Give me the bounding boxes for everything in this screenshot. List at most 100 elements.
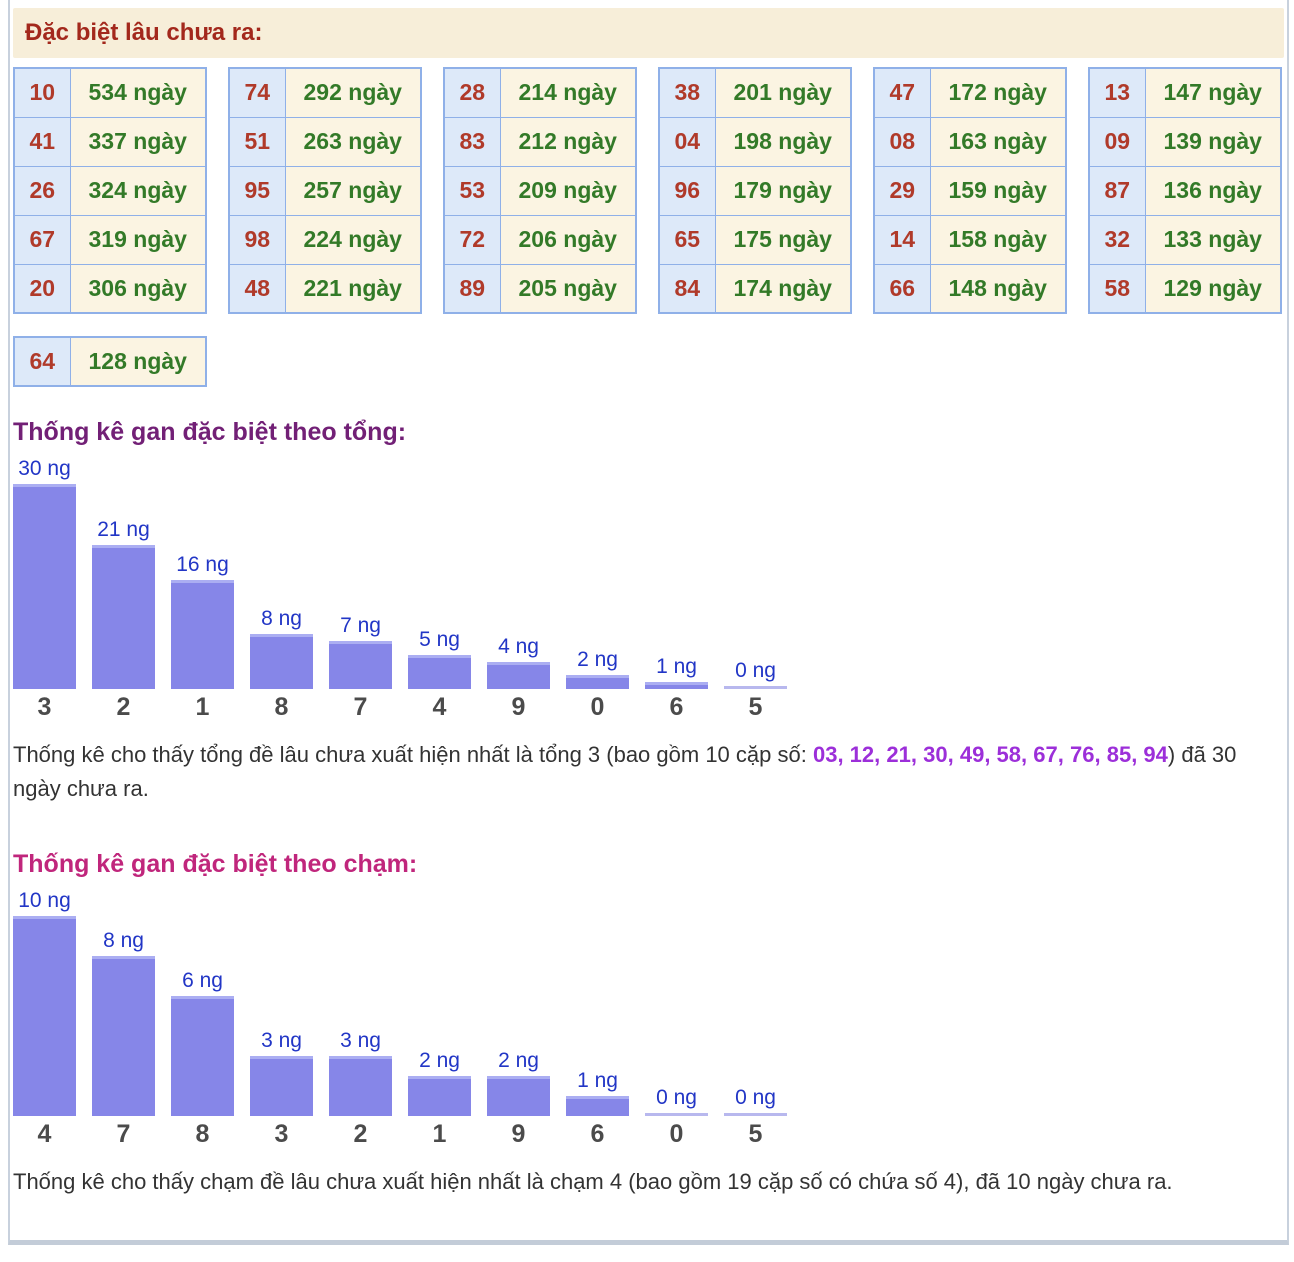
bar-value-label: 5 ng xyxy=(419,628,460,651)
bar-column: 3 ng 3 xyxy=(250,1029,313,1149)
bar-column: 7 ng 7 xyxy=(329,614,392,722)
gan-cell-number: 28 xyxy=(443,67,501,118)
gan-table-row: 48 221 ngày xyxy=(228,263,422,314)
gan-cell-number: 48 xyxy=(228,263,286,314)
bar-column: 3 ng 2 xyxy=(329,1029,392,1149)
gan-table-row: 53 209 ngày xyxy=(443,165,637,216)
bar-x-label: 4 xyxy=(432,693,447,721)
gan-cell-days: 224 ngày xyxy=(284,214,422,265)
bar xyxy=(487,1076,550,1116)
bar-column: 21 ng 2 xyxy=(92,518,155,722)
gan-cell-number: 10 xyxy=(13,67,71,118)
gan-cell-number: 66 xyxy=(873,263,931,314)
bar-value-label: 30 ng xyxy=(18,457,71,480)
bar xyxy=(566,675,629,689)
gan-cell-days: 534 ngày xyxy=(69,67,207,118)
bar-column: 8 ng 8 xyxy=(250,607,313,722)
pair-link[interactable]: 67 xyxy=(1033,742,1058,767)
bar-x-label: 2 xyxy=(116,693,131,721)
bar-column: 4 ng 9 xyxy=(487,635,550,722)
bar-x-label: 9 xyxy=(511,1120,526,1148)
bar-value-label: 7 ng xyxy=(340,614,381,637)
pair-link[interactable]: 30 xyxy=(923,742,948,767)
bar-column: 1 ng 6 xyxy=(645,655,708,722)
gan-table-row: 51 263 ngày xyxy=(228,116,422,167)
gan-cell-number: 09 xyxy=(1088,116,1146,167)
section-title: Đặc biệt lâu chưa ra: xyxy=(13,8,1284,58)
gan-cell-days: 139 ngày xyxy=(1144,116,1282,167)
bar xyxy=(171,580,234,689)
gan-tables-grid: 10 534 ngày 41 337 ngày 26 324 ngày 67 3… xyxy=(13,67,1284,314)
gan-cell-number: 72 xyxy=(443,214,501,265)
chart-title-cham: Thống kê gan đặc biệt theo chạm: xyxy=(13,850,418,878)
gan-table-row: 04 198 ngày xyxy=(658,116,852,167)
pair-link[interactable]: 21 xyxy=(886,742,911,767)
gan-cell-days: 212 ngày xyxy=(499,116,637,167)
gan-table: 28 214 ngày 83 212 ngày 53 209 ngày 72 2… xyxy=(443,67,637,314)
gan-table-row: 66 148 ngày xyxy=(873,263,1067,314)
pair-separator: , xyxy=(874,742,887,767)
bar-x-label: 1 xyxy=(432,1120,447,1148)
bar-value-label: 6 ng xyxy=(182,969,223,992)
gan-table-row: 87 136 ngày xyxy=(1088,165,1282,216)
gan-table-row: 65 175 ngày xyxy=(658,214,852,265)
bar xyxy=(92,956,155,1116)
gan-table-row: 10 534 ngày xyxy=(13,67,207,118)
bar-x-label: 0 xyxy=(590,693,605,721)
bar xyxy=(724,1113,787,1116)
bar-column: 8 ng 7 xyxy=(92,929,155,1149)
gan-cell-number: 14 xyxy=(873,214,931,265)
bar-chart-tong: 30 ng 3 21 ng 2 16 ng 1 8 ng 8 7 ng 7 5 … xyxy=(13,457,1284,722)
gan-table: 10 534 ngày 41 337 ngày 26 324 ngày 67 3… xyxy=(13,67,207,314)
bar-x-label: 7 xyxy=(353,693,368,721)
gan-table-row: 38 201 ngày xyxy=(658,67,852,118)
bar xyxy=(171,996,234,1116)
gan-cell-number: 83 xyxy=(443,116,501,167)
bar-x-label: 6 xyxy=(669,693,684,721)
gan-cell-days: 221 ngày xyxy=(284,263,422,314)
gan-table-row: 26 324 ngày xyxy=(13,165,207,216)
gan-table-row: 98 224 ngày xyxy=(228,214,422,265)
pair-link[interactable]: 49 xyxy=(959,742,985,767)
gan-table-row: 89 205 ngày xyxy=(443,263,637,314)
bar-x-label: 5 xyxy=(748,693,763,721)
pair-link[interactable]: 85 xyxy=(1106,742,1132,767)
bar-x-label: 2 xyxy=(353,1120,368,1148)
bar-x-label: 6 xyxy=(590,1120,605,1148)
bar xyxy=(13,916,76,1116)
gan-cell-days: 306 ngày xyxy=(69,263,207,314)
note-tong-pairs: 03, 12, 21, 30, 49, 58, 67, 76, 85, 94 xyxy=(813,742,1168,767)
gan-table-row: 58 129 ngày xyxy=(1088,263,1282,314)
pair-link[interactable]: 12 xyxy=(849,742,875,767)
gan-cell-days: 179 ngày xyxy=(714,165,852,216)
bar-value-label: 8 ng xyxy=(103,929,144,952)
gan-table-row: 64 128 ngày xyxy=(13,336,207,387)
pair-link[interactable]: 58 xyxy=(996,742,1022,767)
bar-value-label: 16 ng xyxy=(176,553,229,576)
gan-cell-number: 38 xyxy=(658,67,716,118)
bar-value-label: 2 ng xyxy=(498,1049,539,1072)
bar-x-label: 0 xyxy=(669,1120,684,1148)
note-tong-post: ) đã 30 ngày chưa ra. xyxy=(13,742,1237,801)
bar-x-label: 7 xyxy=(116,1120,131,1148)
pair-link[interactable]: 03 xyxy=(812,742,838,767)
gan-table-row: 08 163 ngày xyxy=(873,116,1067,167)
bar xyxy=(250,1056,313,1116)
gan-cell-number: 84 xyxy=(658,263,716,314)
gan-table-row: 20 306 ngày xyxy=(13,263,207,314)
gan-cell-days: 174 ngày xyxy=(714,263,852,314)
gan-cell-days: 337 ngày xyxy=(69,116,207,167)
bar-column: 2 ng 0 xyxy=(566,648,629,722)
bar xyxy=(645,1113,708,1116)
bar-x-label: 4 xyxy=(37,1120,52,1148)
gan-cell-number: 95 xyxy=(228,165,286,216)
pair-separator: , xyxy=(837,742,850,767)
pair-link[interactable]: 76 xyxy=(1069,742,1095,767)
bar-column: 10 ng 4 xyxy=(13,889,76,1149)
gan-table-row: 28 214 ngày xyxy=(443,67,637,118)
bar xyxy=(408,655,471,689)
bar-value-label: 8 ng xyxy=(261,607,302,630)
note-tong: Thống kê cho thấy tổng đề lâu chưa xuất … xyxy=(13,738,1284,806)
pair-link[interactable]: 94 xyxy=(1143,742,1168,767)
note-cham: Thống kê cho thấy chạm đề lâu chưa xuất … xyxy=(13,1169,1173,1194)
